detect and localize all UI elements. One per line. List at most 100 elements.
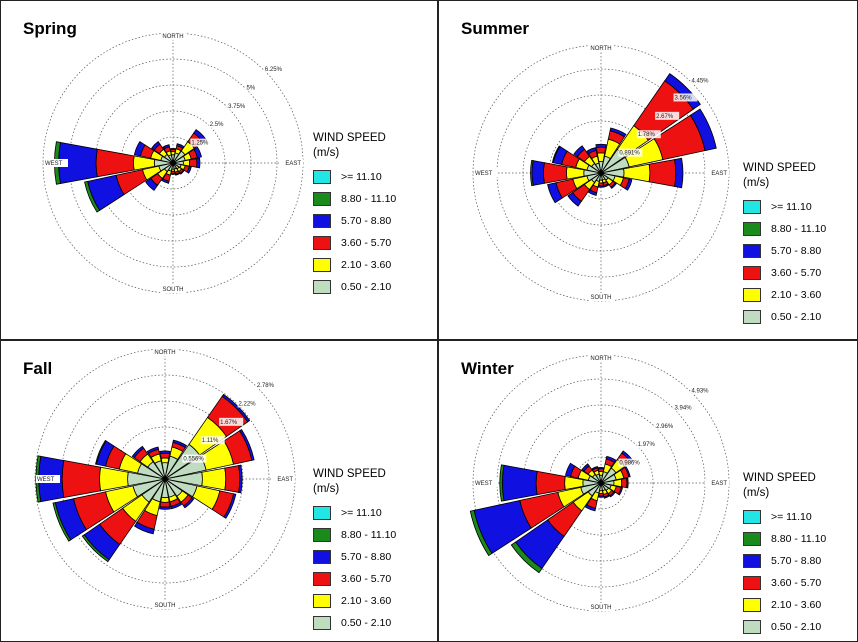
legend-entry: 3.60 - 5.70 xyxy=(743,572,826,594)
ring-label-bg xyxy=(673,403,698,412)
ring-label: 4.93% xyxy=(692,388,710,394)
legend-entry: 3.60 - 5.70 xyxy=(313,568,396,590)
direction-label-east: EAST xyxy=(711,481,727,487)
legend-swatch xyxy=(313,236,331,250)
legend-label: 0.50 - 2.10 xyxy=(341,617,392,629)
wedge-sw-bin4 xyxy=(510,541,543,574)
wedge-ese-bin3 xyxy=(186,166,192,174)
wedge-wnw-bin4 xyxy=(551,145,561,164)
legend-swatch xyxy=(313,506,331,520)
ring-label-bg xyxy=(618,458,643,467)
ring-label: 3.94% xyxy=(675,405,693,411)
legend-entry: 8.80 - 11.10 xyxy=(313,188,396,210)
wedge-wnw-bin4 xyxy=(95,439,107,465)
legend-entry: 8.80 - 11.10 xyxy=(743,528,826,550)
direction-label-east: EAST xyxy=(285,161,301,167)
windrose-panel-winter: 0.986% 1.97% 2.96% 3.94% 4.93% NORTH SOUTH EAST… xyxy=(438,340,858,642)
wedge-ese-bin3 xyxy=(223,493,237,519)
legend-entry: 3.60 - 5.70 xyxy=(313,232,396,254)
legend-label: 5.70 - 8.80 xyxy=(341,551,392,563)
ring-label: 2.22% xyxy=(239,401,257,407)
direction-label-bg xyxy=(44,159,68,167)
direction-label-bg xyxy=(161,285,185,293)
wedge-w-bin4 xyxy=(530,159,534,187)
ring-label: 1.25% xyxy=(191,141,209,147)
legend-label: 5.70 - 8.80 xyxy=(771,555,822,567)
legend-label: 5.70 - 8.80 xyxy=(341,215,392,227)
legend-swatch xyxy=(313,170,331,184)
windrose-panel-fall: 0.556% 1.11% 1.67% 2.22% 2.78% NORTH SOUTH EAST… xyxy=(0,340,438,642)
legend-swatch xyxy=(313,192,331,206)
legend-label: 8.80 - 11.10 xyxy=(341,529,397,541)
legend-entry: 3.60 - 5.70 xyxy=(743,262,826,284)
legend-entry: 2.10 - 3.60 xyxy=(313,590,396,612)
panel-title: Summer xyxy=(461,19,530,38)
wedge-ene-bin3 xyxy=(239,428,255,461)
wedge-ssw-bin3 xyxy=(134,521,155,535)
grid-ring xyxy=(120,110,226,216)
legend-label: 2.10 - 3.60 xyxy=(341,595,392,607)
direction-label-bg xyxy=(153,348,177,356)
ring-label: 1.97% xyxy=(638,442,656,448)
speed-legend: WIND SPEED (m/s) >= 11.10 8.80 - 11.10 5.70 … xyxy=(743,161,826,328)
legend-label: 5.70 - 8.80 xyxy=(771,245,822,257)
direction-label-bg xyxy=(589,293,613,301)
wedge-wsw-bin4 xyxy=(84,180,101,213)
panel-title: Winter xyxy=(461,359,514,378)
wedge-nw-bin3 xyxy=(573,145,586,158)
windrose-plot: 0.986% 1.97% 2.96% 3.94% 4.93% NORTH SOUTH EAST… xyxy=(469,354,730,612)
ring-label-bg xyxy=(255,381,280,390)
ring-label-bg xyxy=(208,120,233,129)
ring-label: 0.986% xyxy=(619,461,640,467)
legend-swatch xyxy=(743,310,761,324)
windrose-panel-spring: 1.25% 2.5% 3.75% 5% 6.25% NORTH SOUTH EAST WEST S… xyxy=(0,0,438,340)
legend-title: WIND SPEED (m/s) xyxy=(313,132,386,159)
wedge-se-bin3 xyxy=(183,497,195,509)
wedge-e-bin3 xyxy=(238,464,243,494)
wedge-w-bin3 xyxy=(501,464,538,502)
legend-label: 8.80 - 11.10 xyxy=(771,223,827,235)
windrose-panel-summer: 0.891% 1.78% 2.67% 3.56% 4.45% NORTH SOUTH EAST… xyxy=(438,0,858,340)
ring-label-bg xyxy=(245,83,270,92)
direction-label-north: NORTH xyxy=(154,350,175,356)
ring-label-bg xyxy=(690,386,715,395)
legend-swatch xyxy=(313,572,331,586)
wedge-e-bin3 xyxy=(674,157,684,189)
legend-entry: 8.80 - 11.10 xyxy=(313,524,396,546)
direction-label-north: NORTH xyxy=(590,46,611,52)
legend-label: >= 11.10 xyxy=(341,507,382,519)
wedge-w-bin4 xyxy=(499,464,505,502)
direction-label-west: WEST xyxy=(475,171,493,177)
wedge-wnw-bin3 xyxy=(564,462,576,477)
wedge-w-bin2 xyxy=(61,460,102,498)
ring-label-bg xyxy=(219,417,244,426)
windrose-plot: 0.891% 1.78% 2.67% 3.56% 4.45% NORTH SOUTH EAST… xyxy=(472,44,730,302)
wedge-n-bin3 xyxy=(595,143,607,148)
direction-label-south: SOUTH xyxy=(155,603,176,609)
legend-entry: 0.50 - 2.10 xyxy=(743,306,826,328)
wedge-s-bin3 xyxy=(170,172,176,175)
direction-label-bg xyxy=(589,354,613,362)
wedge-w-bin1 xyxy=(99,466,129,492)
panel-title: Spring xyxy=(23,19,77,38)
direction-label-bg xyxy=(474,169,498,177)
legend-entry: 0.50 - 2.10 xyxy=(313,276,396,298)
wedge-nne-bin3 xyxy=(605,455,617,463)
wedge-se-bin3 xyxy=(610,182,617,189)
wedge-wsw-bin4 xyxy=(52,502,72,542)
wedge-nw-bin3 xyxy=(151,141,161,151)
legend-swatch xyxy=(743,288,761,302)
wedge-nne-bin3 xyxy=(172,439,188,449)
wedge-n-bin3 xyxy=(597,467,605,470)
speed-legend: WIND SPEED (m/s) >= 11.10 8.80 - 11.10 5.70 … xyxy=(743,471,826,638)
ring-label-bg xyxy=(263,65,288,74)
wedge-wsw-bin3 xyxy=(547,182,563,204)
wedge-w-bin2 xyxy=(543,162,568,184)
legend-label: 3.60 - 5.70 xyxy=(771,577,822,589)
wedge-ssw-bin3 xyxy=(161,178,170,184)
wedge-s-bin3 xyxy=(597,185,605,188)
wedge-n-bin2 xyxy=(595,146,607,154)
ring-label: 2.96% xyxy=(656,424,674,430)
legend-title: WIND SPEED (m/s) xyxy=(313,468,386,495)
